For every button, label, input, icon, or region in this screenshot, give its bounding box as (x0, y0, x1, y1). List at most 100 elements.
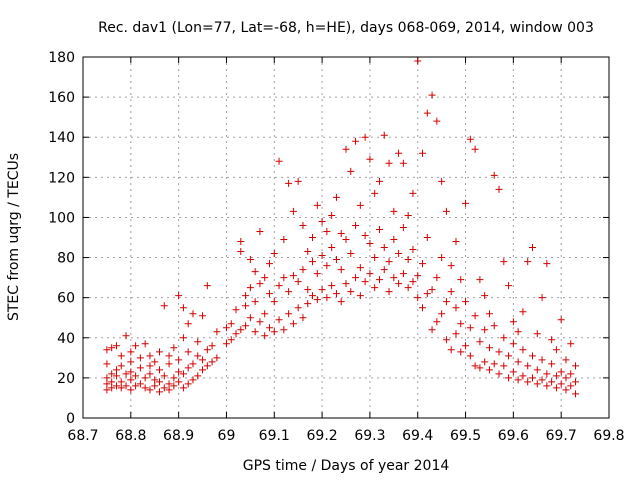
data-point (165, 360, 173, 368)
data-point (175, 368, 183, 376)
data-point (304, 248, 312, 256)
chart-title: Rec. dav1 (Lon=77, Lat=-68, h=HE), days … (98, 20, 594, 36)
data-point (108, 344, 116, 352)
data-point (309, 258, 317, 266)
data-point (108, 378, 116, 386)
data-point (347, 167, 355, 175)
data-point (265, 260, 273, 268)
y-tick-label: 180 (48, 50, 75, 66)
data-point (132, 382, 140, 390)
data-point (452, 238, 460, 246)
data-point (232, 306, 240, 314)
data-point (222, 340, 230, 348)
data-point (285, 179, 293, 187)
x-tick-label: 69.3 (354, 428, 385, 444)
data-point (543, 260, 551, 268)
data-point (390, 236, 398, 244)
data-point (567, 340, 575, 348)
data-point (423, 290, 431, 298)
data-point (304, 286, 312, 294)
data-point (361, 278, 369, 286)
data-point (265, 290, 273, 298)
data-point (242, 322, 250, 330)
data-point (500, 362, 508, 370)
data-point (265, 324, 273, 332)
data-point (127, 386, 135, 394)
data-point (184, 320, 192, 328)
data-point (476, 338, 484, 346)
data-point (548, 360, 556, 368)
data-point (151, 358, 159, 366)
data-point (294, 177, 302, 185)
data-point (189, 360, 197, 368)
data-point (447, 262, 455, 270)
data-point (127, 358, 135, 366)
data-point (471, 312, 479, 320)
data-point (361, 231, 369, 239)
data-point (380, 244, 388, 252)
x-tick-label: 69.8 (593, 428, 624, 444)
data-point (261, 332, 269, 340)
data-point (289, 272, 297, 280)
data-point (466, 324, 474, 332)
x-axis-label: GPS time / Days of year 2014 (243, 458, 450, 474)
y-tick-label: 80 (57, 251, 75, 267)
x-tick-label: 68.9 (163, 428, 194, 444)
data-point (533, 330, 541, 338)
data-point (261, 310, 269, 318)
data-point (141, 384, 149, 392)
data-point (160, 302, 168, 310)
data-point (538, 356, 546, 364)
data-point (141, 374, 149, 382)
data-point (442, 298, 450, 306)
data-point (337, 298, 345, 306)
x-tick-label: 69.1 (259, 428, 290, 444)
data-point (438, 254, 446, 262)
data-point (313, 201, 321, 209)
data-point (495, 348, 503, 356)
data-point (567, 370, 575, 378)
data-point (165, 386, 173, 394)
data-point (117, 352, 125, 360)
data-point (548, 336, 556, 344)
data-point (552, 346, 560, 354)
data-point (423, 234, 431, 241)
data-point (409, 246, 417, 254)
data-point (548, 378, 556, 386)
data-point (332, 256, 340, 264)
data-point (509, 318, 517, 326)
data-point (462, 199, 470, 207)
data-point (490, 171, 498, 179)
data-point (347, 250, 355, 258)
data-point (156, 366, 164, 374)
data-point (179, 334, 187, 342)
data-point (399, 223, 407, 231)
data-point (251, 328, 259, 336)
data-point (533, 380, 541, 388)
grid (83, 57, 609, 418)
data-point (356, 292, 364, 300)
data-point (328, 211, 336, 219)
data-point (404, 211, 412, 219)
data-point (289, 320, 297, 328)
data-point (122, 332, 130, 340)
data-point (170, 374, 178, 382)
data-point (328, 282, 336, 290)
data-point (299, 314, 307, 322)
data-point (170, 382, 178, 390)
data-point (151, 376, 159, 384)
data-point (409, 278, 417, 286)
x-tick-label: 69.5 (450, 428, 481, 444)
data-point (505, 282, 513, 290)
data-point (528, 244, 536, 252)
axis-ticks: 68.7 68.8 68.9 69 69.1 69.2 69.3 69.4 69.5 69.6 69… (48, 50, 624, 444)
data-point (151, 382, 159, 390)
data-point (261, 274, 269, 282)
data-point (117, 384, 125, 392)
data-point (567, 382, 575, 390)
data-point (203, 346, 211, 354)
y-tick-label: 0 (66, 411, 75, 427)
data-point (385, 159, 393, 167)
data-point (112, 366, 120, 374)
